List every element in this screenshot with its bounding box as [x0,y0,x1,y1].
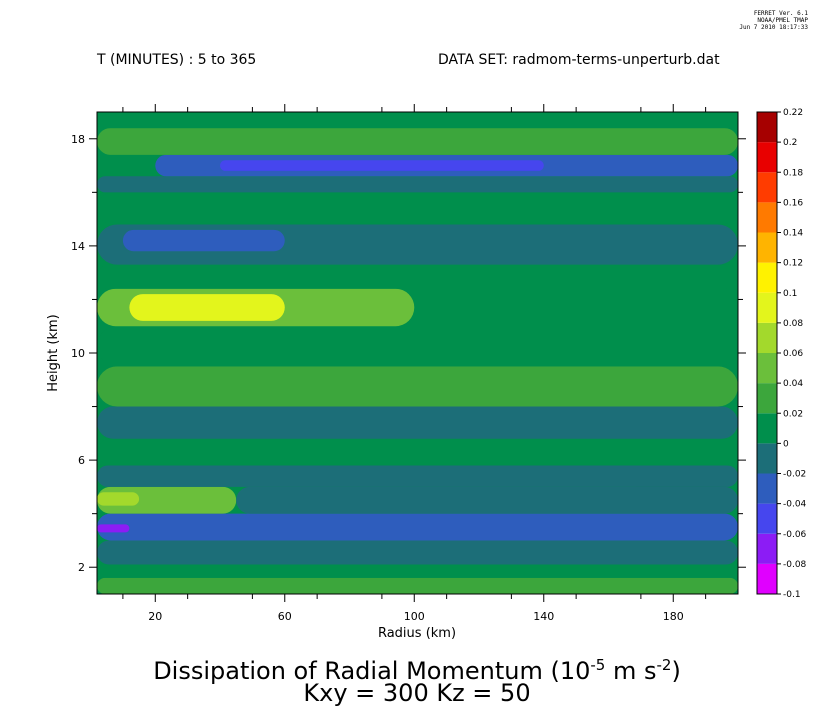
stamp-line-3: Jun 7 2010 18:17:33 [739,24,808,31]
title-close: ) [671,657,680,685]
colorbar-swatch-12 [757,202,777,233]
contour-band-8 [97,465,738,487]
y-tick-label-10: 10 [71,347,85,360]
y-tick-label-6: 6 [78,454,85,467]
colorbar-label-9: 0.08 [783,319,803,329]
colorbar-swatch-1 [757,533,777,564]
contour-band-9 [97,438,738,466]
plot-area [97,112,738,594]
contour-band-12 [97,326,738,367]
x-tick-label-100: 100 [404,610,425,623]
y-tick-label-14: 14 [71,240,85,253]
x-axis-title: Radius (km) [378,626,456,641]
colorbar-label-6: 0.02 [783,409,803,419]
data-set-label: DATA SET: radmom-terms-unperturb.dat [438,52,720,68]
colorbar-swatch-2 [757,503,777,534]
contour-band-0 [97,577,738,594]
x-tick-label-180: 180 [663,610,684,623]
colorbar-label-11: 0.12 [783,259,803,269]
x-tick-label-140: 140 [533,610,554,623]
contour-band-1 [97,564,738,578]
colorbar: -0.1 -0.08 -0.06 -0.04 -0.02 0 0.02 0.04 0.06 0.0… [756,108,807,600]
colorbar-label-3: -0.04 [783,500,807,510]
colorbar-label-16: 0.22 [783,108,803,118]
contour-band-7 [97,492,140,506]
colorbar-label-4: -0.02 [783,470,806,480]
contour-band-18 [97,192,738,225]
y-tick-label-18: 18 [71,133,85,146]
contour-band-10 [97,406,738,439]
title-main: Dissipation of Radial Momentum (10 [153,657,590,685]
colorbar-swatch-3 [757,473,777,504]
colorbar-label-2: -0.06 [783,530,807,540]
colorbar-label-13: 0.16 [783,198,803,208]
time-range-label: T (MINUTES) : 5 to 365 [97,52,257,68]
colorbar-label-12: 0.14 [783,229,803,239]
colorbar-label-0: -0.1 [783,590,801,600]
x-tick-label-20: 20 [148,610,162,623]
colorbar-swatch-15 [757,112,777,143]
colorbar-swatch-0 [757,563,777,594]
colorbar-swatch-8 [757,322,777,353]
title-exponent-2: -2 [656,656,671,674]
contour-band-2 [97,540,738,565]
colorbar-label-14: 0.18 [783,168,803,178]
colorbar-swatch-6 [757,383,777,414]
title-exponent-1: -5 [590,656,605,674]
colorbar-label-5: 0 [783,439,789,449]
colorbar-swatch-14 [757,142,777,173]
contour-band-19 [97,176,738,193]
x-tick-label-60: 60 [278,610,292,623]
chart-title: Dissipation of Radial Momentum (10-5 m s… [153,656,681,685]
colorbar-label-10: 0.1 [783,289,797,299]
colorbar-label-1: -0.08 [783,560,807,570]
contour-band-14 [129,294,285,321]
contour-band-4 [97,524,130,533]
contour-band-23 [97,112,738,129]
colorbar-swatch-13 [757,172,777,203]
contour-band-3 [97,513,738,541]
y-axis-title: Height (km) [46,314,61,391]
contour-band-15 [97,264,738,289]
colorbar-label-8: 0.06 [783,349,803,359]
ferret-stamp: FERRET Ver. 6.1 NOAA/PMEL TMAP Jun 7 201… [739,10,808,31]
title-unit: m s [605,657,656,685]
contour-band-11 [97,366,738,407]
stamp-line-1: FERRET Ver. 6.1 [753,10,808,17]
stamp-line-2: NOAA/PMEL TMAP [757,17,808,24]
colorbar-swatch-5 [757,413,777,444]
colorbar-swatch-7 [757,353,777,384]
colorbar-swatch-4 [757,443,777,474]
chart-subtitle: Kxy = 300 Kz = 50 [303,679,530,706]
colorbar-label-15: 0.2 [783,138,797,148]
contour-band-17 [122,229,285,252]
contour-band-22 [97,128,738,155]
colorbar-swatch-10 [757,262,777,293]
colorbar-swatch-11 [757,232,777,263]
colorbar-swatch-9 [757,292,777,323]
contour-band-21 [220,160,544,171]
axis-ticks: 20 60 100 140 180 2 6 10 14 18 [71,104,746,623]
contour-band-6 [236,486,738,514]
colorbar-label-7: 0.04 [783,379,803,389]
y-tick-label-2: 2 [78,561,85,574]
